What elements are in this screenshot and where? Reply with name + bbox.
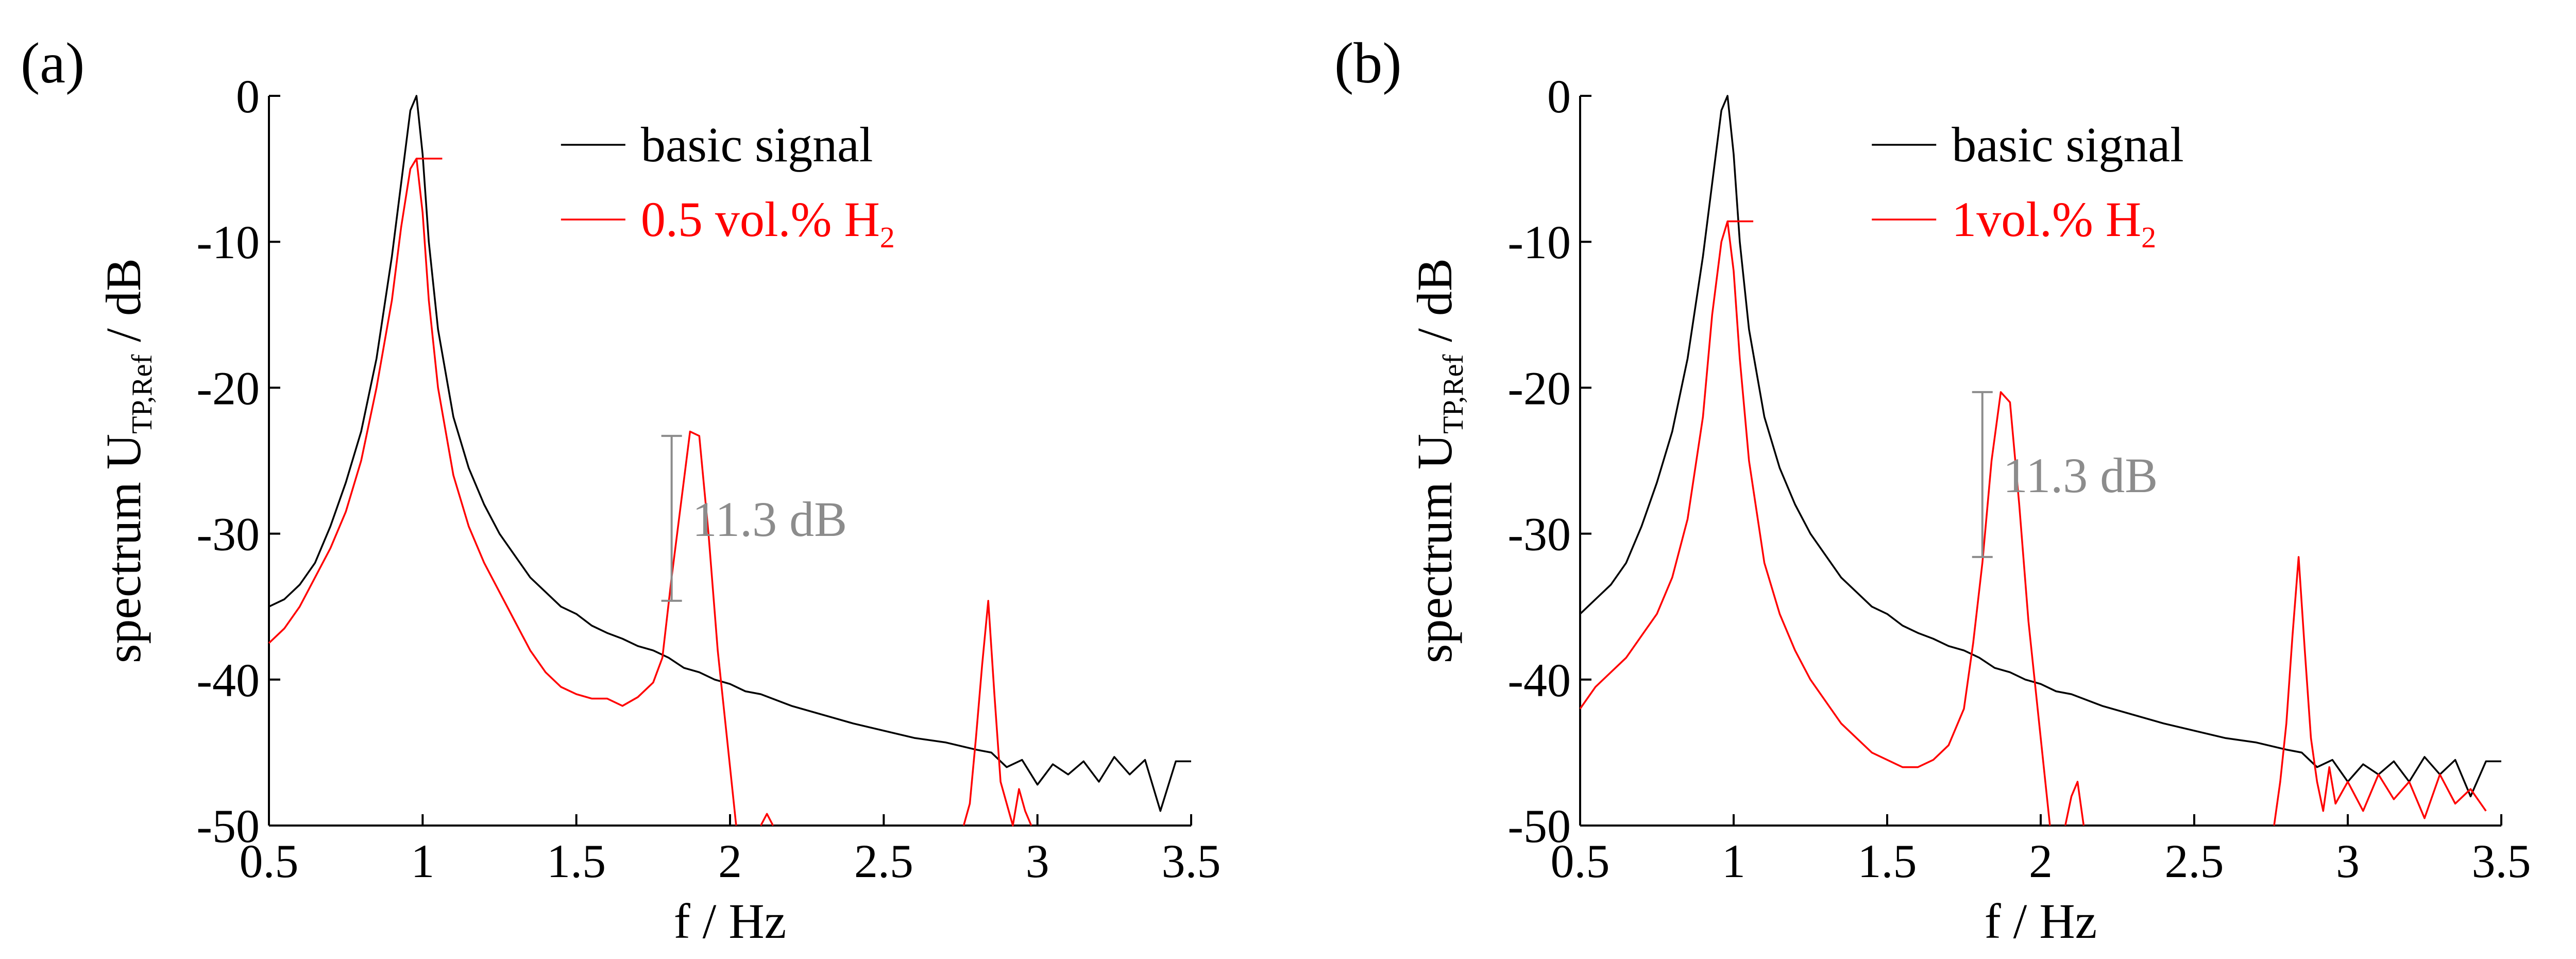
x-tick-label: 1.5 xyxy=(1858,835,1917,887)
y-tick-label: -30 xyxy=(196,508,260,561)
legend-label-basic: basic signal xyxy=(641,117,873,172)
series-hydrogen xyxy=(268,158,737,826)
x-axis-label: f / Hz xyxy=(674,894,787,949)
annotation-label: 11.3 dB xyxy=(2003,448,2158,503)
x-tick-label: 2.5 xyxy=(854,835,913,887)
chart-panel-a: (a) 0.5 1 1.5 2 2.5 3 3.5 0 -10 -20 -30 -40 -50 f / Hz… xyxy=(21,31,1221,949)
panel-label: (a) xyxy=(21,31,84,95)
legend-label-hydrogen-main: 1vol.% H xyxy=(1952,192,2141,247)
series-hydrogen-part-3 xyxy=(760,813,774,826)
series-hydrogen-part-2 xyxy=(2273,556,2487,826)
x-tick-label: 0.5 xyxy=(1551,835,1610,887)
x-axis-label: f / Hz xyxy=(1985,894,2097,949)
x-tick-label: 2 xyxy=(2029,835,2053,887)
x-tick-label: 3 xyxy=(1026,835,1049,887)
series-basic-signal xyxy=(1579,95,2501,798)
legend-label-hydrogen-subscript: 2 xyxy=(2141,221,2156,254)
legend-label-hydrogen-subscript: 2 xyxy=(880,221,895,254)
y-axis-label-main: spectrum U xyxy=(96,434,151,663)
y-tick-label: -10 xyxy=(1507,216,1571,268)
legend-label-hydrogen: 1vol.% H2 xyxy=(1952,192,2156,254)
x-tick-label: 0.5 xyxy=(240,835,299,887)
y-tick-label: -10 xyxy=(196,216,260,268)
legend-label-hydrogen-main: 0.5 vol.% H xyxy=(641,192,880,247)
y-axis-label-unit: / dB xyxy=(96,258,151,355)
x-tick-label: 2 xyxy=(718,835,742,887)
y-axis-label: spectrum UTP,Ref / dB xyxy=(1407,258,1469,663)
panel-label: (b) xyxy=(1334,31,1402,95)
legend-label-hydrogen: 0.5 vol.% H2 xyxy=(641,192,895,254)
y-tick-label: -50 xyxy=(196,800,260,852)
y-tick-label: 0 xyxy=(1547,70,1571,123)
y-tick-label: -50 xyxy=(1507,800,1571,852)
y-axis-label-unit: / dB xyxy=(1407,258,1462,355)
y-tick-label: -20 xyxy=(196,362,260,414)
y-axis-label-subscript: TP,Ref xyxy=(1437,354,1469,433)
y-tick-label: -30 xyxy=(1507,508,1571,561)
series-basic-signal xyxy=(268,95,1191,812)
chart-panel-b: (b) 0.5 1 1.5 2 2.5 3 3.5 0 -10 -20 -30 -40 -50 f / Hz… xyxy=(1334,31,2531,949)
x-tick-label: 2.5 xyxy=(2165,835,2224,887)
y-tick-label: -40 xyxy=(1507,654,1571,706)
legend-label-basic: basic signal xyxy=(1952,117,2184,172)
series-hydrogen-part-3 xyxy=(2064,781,2085,826)
y-tick-label: 0 xyxy=(236,70,260,123)
x-tick-label: 3.5 xyxy=(2472,835,2531,887)
annotation-label: 11.3 dB xyxy=(692,492,847,547)
x-tick-label: 3 xyxy=(2336,835,2360,887)
x-tick-label: 3.5 xyxy=(1162,835,1221,887)
x-tick-label: 1 xyxy=(411,835,434,887)
y-axis-label-subscript: TP,Ref xyxy=(126,354,158,433)
y-axis-label-main: spectrum U xyxy=(1407,434,1462,663)
y-tick-label: -20 xyxy=(1507,362,1571,414)
x-tick-label: 1.5 xyxy=(547,835,606,887)
series-hydrogen-part-2 xyxy=(962,600,1032,827)
y-tick-label: -40 xyxy=(196,654,260,706)
y-axis-label: spectrum UTP,Ref / dB xyxy=(96,258,158,663)
series-hydrogen xyxy=(1579,220,2051,826)
x-tick-label: 1 xyxy=(1722,835,1745,887)
